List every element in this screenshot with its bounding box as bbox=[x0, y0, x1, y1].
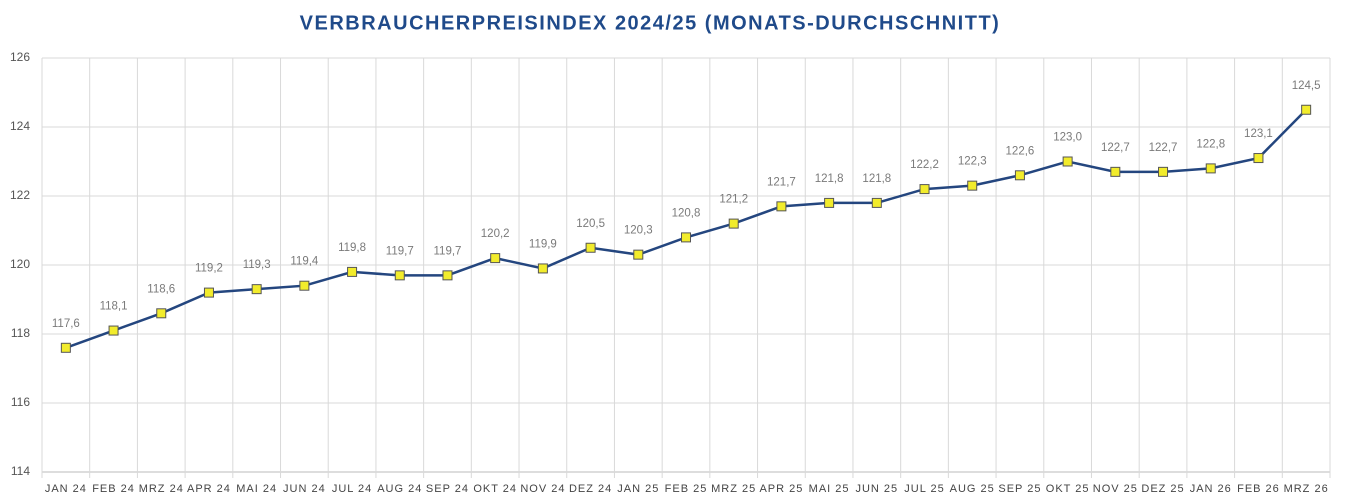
data-point bbox=[919, 184, 930, 195]
x-tick-label: AUG 25 bbox=[950, 483, 995, 495]
x-tick-label: MRZ 25 bbox=[711, 483, 756, 495]
data-point bbox=[585, 242, 596, 253]
data-point bbox=[967, 180, 978, 191]
value-label: 119,8 bbox=[338, 242, 366, 254]
y-tick-label: 118 bbox=[11, 326, 30, 340]
data-point bbox=[1301, 104, 1312, 115]
data-point bbox=[728, 218, 739, 229]
value-label: 119,4 bbox=[290, 256, 319, 268]
data-point bbox=[442, 270, 453, 281]
data-point bbox=[776, 201, 787, 212]
data-point bbox=[1253, 153, 1264, 164]
x-tick-label: MAI 25 bbox=[809, 483, 850, 495]
data-point bbox=[871, 197, 882, 208]
value-label: 122,2 bbox=[910, 159, 939, 171]
value-label: 123,0 bbox=[1053, 132, 1082, 144]
value-label: 117,6 bbox=[52, 318, 80, 330]
value-label: 119,2 bbox=[195, 263, 223, 275]
value-label: 121,2 bbox=[719, 194, 748, 206]
x-tick-label: JUL 25 bbox=[904, 483, 944, 495]
x-tick-label: FEB 24 bbox=[92, 483, 135, 495]
x-tick-label: JUN 24 bbox=[283, 483, 326, 495]
chart-title: VERBRAUCHERPREISINDEX 2024/25 (MONATS-DU… bbox=[300, 12, 1001, 34]
x-tick-label: APR 24 bbox=[187, 483, 231, 495]
data-point bbox=[60, 342, 71, 353]
data-point bbox=[1205, 163, 1216, 174]
value-label: 124,5 bbox=[1292, 80, 1321, 92]
data-point bbox=[156, 308, 167, 319]
value-label: 120,2 bbox=[481, 228, 510, 240]
data-point bbox=[824, 197, 835, 208]
value-label: 121,8 bbox=[815, 173, 844, 185]
data-point bbox=[1014, 170, 1025, 181]
data-point bbox=[490, 253, 501, 264]
x-tick-label: JUN 25 bbox=[855, 483, 898, 495]
value-label: 120,3 bbox=[624, 225, 653, 237]
x-tick-label: DEZ 25 bbox=[1141, 483, 1184, 495]
y-tick-label: 124 bbox=[10, 119, 30, 133]
value-label: 119,9 bbox=[529, 238, 557, 250]
value-label: 121,7 bbox=[767, 176, 796, 188]
value-label: 121,8 bbox=[862, 173, 891, 185]
data-point bbox=[681, 232, 691, 243]
value-label: 122,7 bbox=[1149, 142, 1178, 154]
data-point bbox=[1158, 166, 1169, 177]
y-tick-label: 114 bbox=[11, 464, 30, 478]
data-point bbox=[1062, 156, 1073, 167]
y-tick-label: 122 bbox=[10, 188, 30, 202]
x-tick-label: SEP 24 bbox=[426, 483, 469, 495]
value-label: 119,3 bbox=[243, 259, 271, 271]
x-tick-label: FEB 26 bbox=[1237, 483, 1280, 495]
x-tick-label: OKT 24 bbox=[473, 483, 517, 495]
value-label: 120,8 bbox=[672, 207, 701, 219]
x-tick-label: AUG 24 bbox=[377, 483, 422, 495]
x-tick-label: MAI 24 bbox=[236, 483, 277, 495]
data-point bbox=[537, 263, 548, 274]
value-label: 122,8 bbox=[1196, 138, 1225, 150]
x-tick-label: JAN 25 bbox=[617, 483, 659, 495]
data-point bbox=[203, 287, 214, 298]
y-tick-label: 126 bbox=[10, 50, 30, 64]
x-tick-label: OKT 25 bbox=[1046, 483, 1090, 495]
y-tick-label: 116 bbox=[11, 395, 30, 409]
value-label: 123,1 bbox=[1244, 128, 1273, 140]
x-tick-label: JAN 26 bbox=[1190, 483, 1232, 495]
data-point bbox=[394, 270, 405, 281]
x-tick-label: NOV 25 bbox=[1093, 483, 1138, 495]
value-label: 122,6 bbox=[1006, 145, 1035, 157]
value-label: 122,3 bbox=[958, 156, 987, 168]
value-label: 118,6 bbox=[147, 283, 175, 295]
value-label: 122,7 bbox=[1101, 142, 1130, 154]
x-tick-label: DEZ 24 bbox=[569, 483, 612, 495]
value-label: 119,7 bbox=[386, 245, 414, 257]
x-tick-label: APR 25 bbox=[759, 483, 803, 495]
data-point bbox=[347, 266, 358, 277]
x-tick-label: MRZ 24 bbox=[139, 483, 184, 495]
y-tick-label: 120 bbox=[10, 257, 30, 271]
data-point bbox=[633, 249, 644, 260]
x-tick-label: MRZ 26 bbox=[1284, 483, 1329, 495]
value-label: 119,7 bbox=[434, 245, 462, 257]
value-label: 120,5 bbox=[576, 218, 605, 230]
x-tick-label: JAN 24 bbox=[45, 483, 87, 495]
data-point bbox=[1110, 166, 1121, 177]
x-tick-label: NOV 24 bbox=[520, 483, 565, 495]
x-tick-label: SEP 25 bbox=[998, 483, 1041, 495]
x-tick-label: JUL 24 bbox=[332, 483, 372, 495]
value-label: 118,1 bbox=[100, 301, 128, 313]
data-point bbox=[299, 280, 310, 291]
x-tick-label: FEB 25 bbox=[665, 483, 708, 495]
data-point bbox=[108, 325, 119, 336]
data-point bbox=[251, 284, 262, 295]
